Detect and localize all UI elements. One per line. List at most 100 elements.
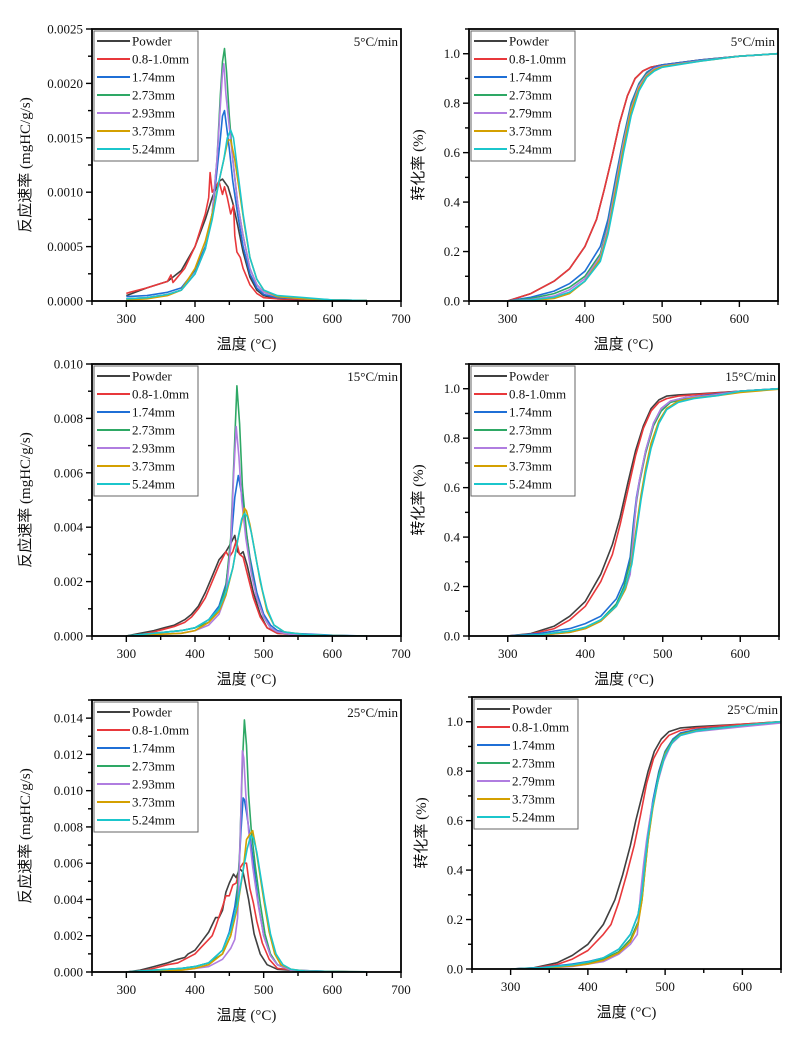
legend-label: 1.74mm [132, 405, 175, 420]
y-tick-label: 0.0025 [47, 22, 83, 37]
y-tick-label: 0.4 [444, 530, 461, 545]
y-tick-label: 0.004 [54, 520, 84, 535]
chart-panel-rate-5: 300 400 500 600 700 0.0000 0.0005 0.0010 0.0015 0… [16, 22, 411, 354]
heating-rate-label: 25°C/min [727, 702, 778, 717]
legend-label: 5.24mm [509, 477, 552, 492]
x-tick-label: 400 [575, 311, 595, 326]
legend-label: 1.74mm [132, 741, 175, 756]
y-tick-label: 0.0 [444, 629, 460, 644]
series-line-1-74mm [126, 474, 367, 636]
legend-label: 3.73mm [512, 792, 555, 807]
x-tick-label: 600 [731, 646, 751, 661]
y-tick-label: 0.010 [54, 357, 83, 372]
series-group [126, 719, 367, 972]
x-axis-title: 温度 (°C) [594, 336, 654, 353]
series-line-5-24mm [507, 52, 778, 301]
series-line-0-8-1-0mm [507, 387, 779, 636]
heating-rate-label: 5°C/min [731, 34, 776, 49]
legend-label: 1.74mm [509, 70, 552, 85]
legend: Powder 0.8-1.0mm 1.74mm 2.73mm 2.79mm 3.73mm 5… [470, 30, 576, 162]
series-line-5-24mm [507, 387, 779, 636]
legend-label: 2.93mm [132, 777, 175, 792]
x-tick-label: 500 [254, 646, 274, 661]
x-tick-label: 500 [653, 646, 673, 661]
x-tick-label: 500 [652, 311, 672, 326]
plot-frame [91, 699, 402, 973]
legend-label: 2.73mm [512, 756, 555, 771]
legend-label: 2.79mm [509, 441, 552, 456]
series-line-0-8-1-0mm [126, 539, 367, 636]
x-tick-label: 300 [117, 982, 137, 997]
legend-label: 2.93mm [132, 106, 175, 121]
y-tick-label: 0.2 [444, 579, 460, 594]
legend-label: 0.8-1.0mm [132, 723, 189, 738]
y-tick-label: 0.0000 [47, 294, 83, 309]
series-group [126, 47, 367, 301]
chart-panel-rate-15: 300 400 500 600 700 0.000 0.002 0.004 0.006 0.008… [16, 357, 411, 689]
x-tick-label: 500 [254, 311, 274, 326]
x-tick-label: 300 [117, 311, 137, 326]
series-line-powder [507, 387, 779, 636]
legend-label: 3.73mm [132, 459, 175, 474]
x-tick-label: 400 [185, 311, 205, 326]
series-line-5-24mm [126, 835, 367, 972]
series-line-powder [126, 534, 367, 636]
legend-label: Powder [132, 705, 172, 720]
y-tick-label: 1.0 [447, 714, 463, 729]
legend-label: 3.73mm [509, 124, 552, 139]
y-tick-label: 0.014 [54, 711, 84, 726]
chart-panel-rate-25: 300 400 500 600 700 0.000 0.002 0.004 0.006 0.008… [16, 699, 411, 1024]
y-tick-label: 0.008 [54, 411, 83, 426]
y-tick-label: 0.002 [54, 928, 83, 943]
chart-panel-conv-25: 300 400 500 600 0.0 0.2 0.4 0.6 0.8 1.0 温度 (°C) 转化率… [413, 696, 782, 1021]
chart-panel-conv-15: 300 400 500 600 0.0 0.2 0.4 0.6 0.8 1.0 温度 (°C) 转化率… [410, 363, 780, 688]
legend-label: Powder [132, 34, 172, 49]
y-tick-label: 1.0 [444, 381, 460, 396]
legend-label: 3.73mm [509, 459, 552, 474]
x-tick-label: 400 [576, 646, 596, 661]
x-axis-title: 温度 (°C) [217, 671, 277, 688]
legend-label: 2.73mm [132, 423, 175, 438]
y-axis-title: 转化率 (%) [410, 464, 427, 535]
series-line-0-8-1-0mm [510, 720, 781, 969]
y-tick-label: 0.008 [54, 819, 83, 834]
legend-label: 0.8-1.0mm [132, 52, 189, 67]
x-axis-title: 温度 (°C) [217, 1007, 277, 1024]
x-tick-label: 600 [730, 311, 750, 326]
legend: Powder 0.8-1.0mm 1.74mm 2.73mm 2.79mm 3.73mm 5… [470, 365, 576, 497]
y-tick-label: 0.8 [447, 764, 463, 779]
y-tick-label: 0.004 [54, 892, 84, 907]
heating-rate-label: 25°C/min [347, 705, 398, 720]
heating-rate-label: 15°C/min [725, 369, 776, 384]
legend-label: Powder [509, 34, 549, 49]
y-tick-label: 0.8 [444, 96, 460, 111]
series-line-2-93mm [126, 749, 367, 972]
x-tick-label: 700 [391, 982, 411, 997]
y-tick-label: 0.6 [447, 813, 464, 828]
legend-label: 2.79mm [512, 774, 555, 789]
x-tick-label: 300 [498, 311, 518, 326]
x-tick-label: 300 [498, 646, 518, 661]
series-line-powder [510, 720, 781, 969]
legend-label: 0.8-1.0mm [509, 387, 566, 402]
y-axis-title: 反应速率 (mgHC/g/s) [16, 768, 34, 903]
legend: Powder 0.8-1.0mm 1.74mm 2.73mm 2.93mm 3.73mm 5… [93, 365, 199, 497]
y-tick-label: 0.010 [54, 783, 83, 798]
heating-rate-label: 5°C/min [354, 34, 399, 49]
legend-label: 2.73mm [509, 88, 552, 103]
legend-label: 2.79mm [509, 106, 552, 121]
x-tick-label: 300 [501, 979, 521, 994]
y-tick-label: 0.0010 [47, 185, 83, 200]
legend-label: 0.8-1.0mm [509, 52, 566, 67]
x-tick-label: 400 [185, 982, 205, 997]
series-group [510, 720, 781, 969]
y-tick-label: 0.0 [447, 962, 463, 977]
legend-label: 0.8-1.0mm [132, 387, 189, 402]
legend-label: 2.93mm [132, 441, 175, 456]
legend-label: 5.24mm [512, 810, 555, 825]
legend: Powder 0.8-1.0mm 1.74mm 2.73mm 2.93mm 3.73mm 5… [93, 30, 199, 162]
x-tick-label: 600 [733, 979, 753, 994]
y-tick-label: 0.6 [444, 145, 461, 160]
y-tick-label: 0.006 [54, 465, 84, 480]
y-tick-label: 0.012 [54, 747, 83, 762]
